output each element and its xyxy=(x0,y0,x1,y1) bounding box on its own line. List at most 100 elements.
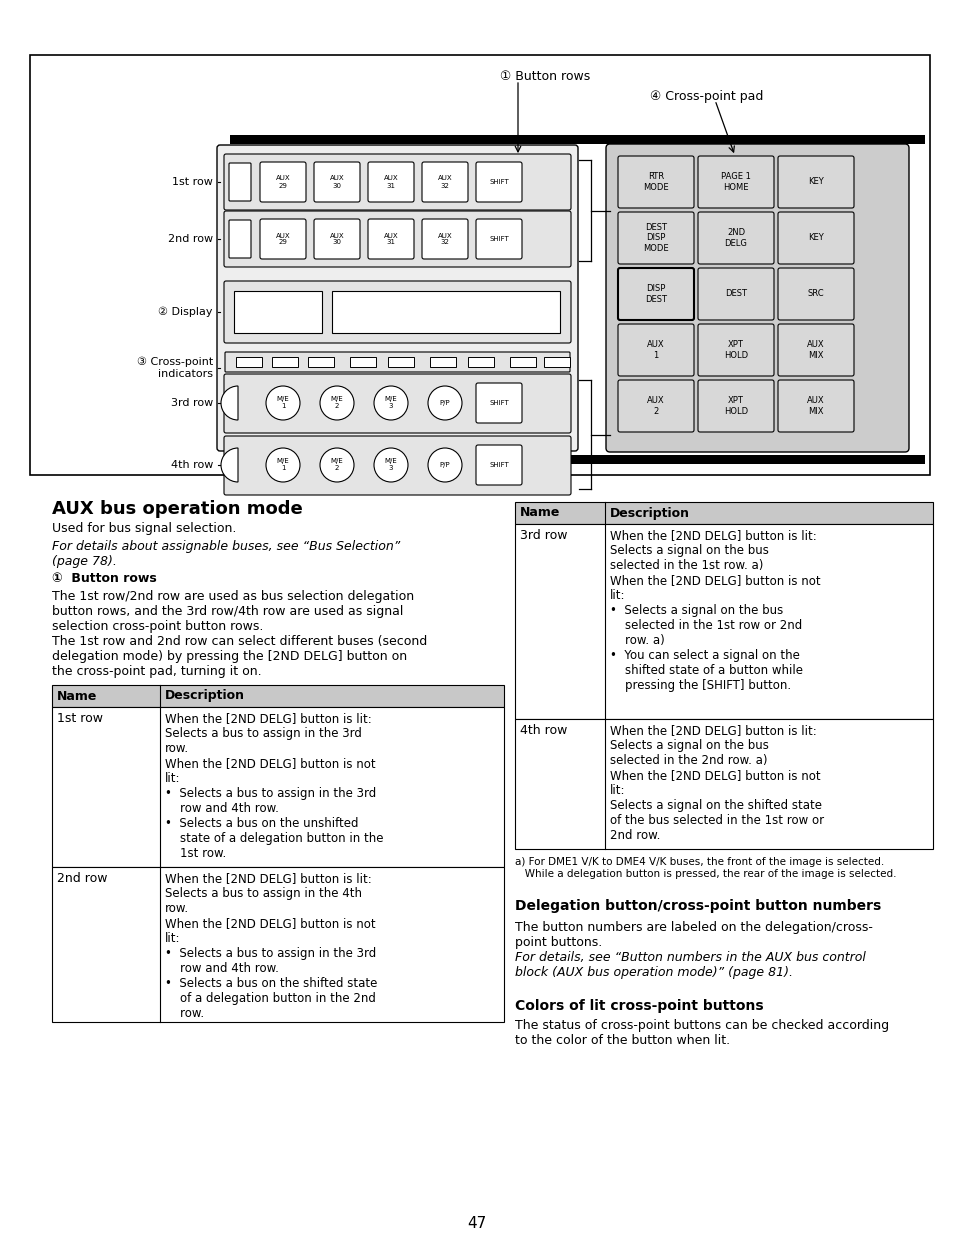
Circle shape xyxy=(266,448,299,481)
Text: M/E
2: M/E 2 xyxy=(331,397,343,409)
Text: The status of cross-point buttons can be checked according
to the color of the b: The status of cross-point buttons can be… xyxy=(515,1019,888,1047)
Text: 3rd row: 3rd row xyxy=(519,529,567,542)
Text: 1st row: 1st row xyxy=(57,712,103,725)
Text: a) For DME1 V/K to DME4 V/K buses, the front of the image is selected.
   While : a) For DME1 V/K to DME4 V/K buses, the f… xyxy=(515,857,896,878)
FancyBboxPatch shape xyxy=(698,379,773,432)
Text: AUX
31: AUX 31 xyxy=(383,175,398,189)
FancyBboxPatch shape xyxy=(314,219,359,259)
Text: M/E
1: M/E 1 xyxy=(276,459,289,471)
Text: ①  Button rows: ① Button rows xyxy=(52,572,156,585)
FancyBboxPatch shape xyxy=(229,163,251,202)
Bar xyxy=(543,357,569,367)
Circle shape xyxy=(374,448,408,481)
Bar xyxy=(510,357,536,367)
Text: KEY: KEY xyxy=(807,234,823,243)
Text: For details about assignable buses, see “Bus Selection”
(page 78).: For details about assignable buses, see … xyxy=(52,540,400,569)
FancyBboxPatch shape xyxy=(618,267,693,320)
Wedge shape xyxy=(221,448,237,481)
Bar xyxy=(515,719,932,848)
FancyBboxPatch shape xyxy=(421,162,468,202)
Text: PAGE 1
HOME: PAGE 1 HOME xyxy=(720,173,750,192)
FancyBboxPatch shape xyxy=(224,435,571,495)
Text: XPT
HOLD: XPT HOLD xyxy=(723,341,747,360)
FancyBboxPatch shape xyxy=(778,211,853,264)
Circle shape xyxy=(428,448,461,481)
Text: When the [2ND DELG] button is lit:
Selects a signal on the bus
selected in the 1: When the [2ND DELG] button is lit: Selec… xyxy=(609,529,820,692)
FancyBboxPatch shape xyxy=(698,156,773,208)
Bar xyxy=(430,357,456,367)
FancyBboxPatch shape xyxy=(778,267,853,320)
Text: AUX
32: AUX 32 xyxy=(437,175,452,189)
Bar xyxy=(350,357,375,367)
FancyBboxPatch shape xyxy=(224,211,571,267)
Bar xyxy=(235,357,262,367)
FancyBboxPatch shape xyxy=(314,162,359,202)
Text: Description: Description xyxy=(609,506,689,520)
Text: Used for bus signal selection.: Used for bus signal selection. xyxy=(52,522,236,535)
Text: DEST
DISP
MODE: DEST DISP MODE xyxy=(642,223,668,253)
Circle shape xyxy=(319,386,354,420)
Text: 2ND
DELG: 2ND DELG xyxy=(723,229,746,248)
Text: M/E
2: M/E 2 xyxy=(331,459,343,471)
Text: M/E
1: M/E 1 xyxy=(276,397,289,409)
FancyBboxPatch shape xyxy=(225,352,569,372)
Bar xyxy=(30,55,929,475)
Text: Colors of lit cross-point buttons: Colors of lit cross-point buttons xyxy=(515,999,762,1013)
Text: SHIFT: SHIFT xyxy=(489,462,508,468)
Text: SHIFT: SHIFT xyxy=(489,401,508,406)
FancyBboxPatch shape xyxy=(618,156,693,208)
FancyBboxPatch shape xyxy=(618,211,693,264)
Text: ③ Cross-point
indicators: ③ Cross-point indicators xyxy=(136,357,213,379)
Text: AUX
31: AUX 31 xyxy=(383,233,398,245)
Text: M/E
3: M/E 3 xyxy=(384,397,397,409)
Text: AUX
32: AUX 32 xyxy=(437,233,452,245)
Bar xyxy=(332,291,559,333)
FancyBboxPatch shape xyxy=(224,281,571,343)
Bar xyxy=(52,867,503,1023)
Text: DISP
DEST: DISP DEST xyxy=(644,285,666,304)
Text: KEY: KEY xyxy=(807,178,823,187)
FancyBboxPatch shape xyxy=(778,379,853,432)
Text: 3rd row: 3rd row xyxy=(171,398,213,408)
Text: AUX
MIX: AUX MIX xyxy=(806,341,824,360)
Text: M/E
3: M/E 3 xyxy=(384,459,397,471)
Circle shape xyxy=(428,386,461,420)
Text: Name: Name xyxy=(519,506,559,520)
FancyBboxPatch shape xyxy=(368,219,414,259)
Bar xyxy=(233,291,322,333)
Text: Name: Name xyxy=(57,689,97,703)
Text: The 1st row/2nd row are used as bus selection delegation
button rows, and the 3r: The 1st row/2nd row are used as bus sele… xyxy=(52,590,427,678)
Text: Description: Description xyxy=(165,689,245,703)
Text: 4th row: 4th row xyxy=(519,724,567,736)
Text: 1st row: 1st row xyxy=(172,177,213,187)
Text: 2nd row: 2nd row xyxy=(57,872,108,884)
Bar xyxy=(230,136,924,144)
Text: For details, see “Button numbers in the AUX bus control
block (AUX bus operation: For details, see “Button numbers in the … xyxy=(515,950,865,979)
Text: AUX
30: AUX 30 xyxy=(330,233,344,245)
FancyBboxPatch shape xyxy=(698,267,773,320)
Text: 47: 47 xyxy=(467,1215,486,1232)
FancyBboxPatch shape xyxy=(698,211,773,264)
FancyBboxPatch shape xyxy=(260,162,306,202)
FancyBboxPatch shape xyxy=(421,219,468,259)
FancyBboxPatch shape xyxy=(476,445,521,485)
Bar xyxy=(230,455,924,464)
Text: AUX
2: AUX 2 xyxy=(646,397,664,415)
Bar xyxy=(388,357,414,367)
Text: When the [2ND DELG] button is lit:
Selects a bus to assign in the 3rd
row.
When : When the [2ND DELG] button is lit: Selec… xyxy=(165,712,383,860)
FancyBboxPatch shape xyxy=(224,154,571,210)
FancyBboxPatch shape xyxy=(778,323,853,376)
FancyBboxPatch shape xyxy=(605,144,908,452)
FancyBboxPatch shape xyxy=(778,156,853,208)
Text: When the [2ND DELG] button is lit:
Selects a signal on the bus
selected in the 2: When the [2ND DELG] button is lit: Selec… xyxy=(609,724,823,842)
Circle shape xyxy=(266,386,299,420)
FancyBboxPatch shape xyxy=(618,379,693,432)
Circle shape xyxy=(374,386,408,420)
FancyBboxPatch shape xyxy=(476,219,521,259)
Text: SHIFT: SHIFT xyxy=(489,179,508,185)
FancyBboxPatch shape xyxy=(368,162,414,202)
FancyBboxPatch shape xyxy=(216,146,578,452)
Text: AUX
30: AUX 30 xyxy=(330,175,344,189)
Text: 4th row: 4th row xyxy=(171,460,213,470)
Text: AUX
29: AUX 29 xyxy=(275,175,290,189)
